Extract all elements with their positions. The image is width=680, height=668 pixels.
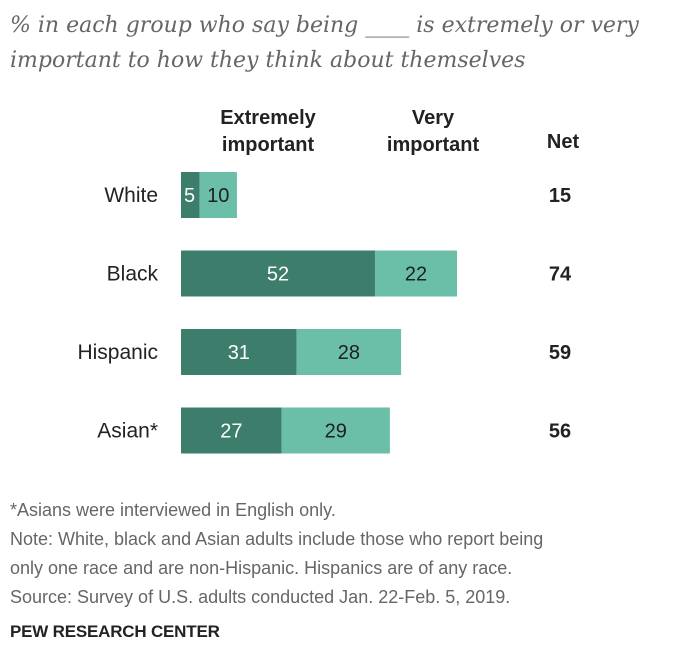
data-label: 27	[220, 421, 242, 443]
source-line: Source: Survey of U.S. adults conducted …	[10, 587, 511, 607]
chart-subtitle: % in each group who say being ____ is ex…	[10, 13, 639, 73]
category-label: Asian*	[97, 420, 158, 443]
note-line-1: Note: White, black and Asian adults incl…	[10, 529, 544, 549]
net-value: 15	[549, 185, 571, 207]
category-label: Black	[107, 263, 159, 286]
category-label: White	[104, 184, 158, 207]
bar-very-important	[281, 407, 390, 454]
bar-very-important	[296, 329, 402, 375]
legend-very-important: Very important	[387, 107, 480, 156]
data-label: 5	[184, 185, 195, 207]
data-label: 52	[267, 264, 289, 286]
data-label: 10	[207, 185, 229, 207]
brand-label: PEW RESEARCH CENTER	[10, 622, 220, 641]
bar-extremely-important	[181, 250, 375, 297]
bar-extremely-important	[181, 329, 297, 375]
bar-very-important	[374, 250, 458, 297]
data-label: 29	[325, 421, 347, 443]
footnote-asian: *Asians were interviewed in English only…	[10, 500, 336, 520]
data-label: 28	[338, 342, 360, 364]
legend-extremely-important: Extremely important	[220, 107, 316, 156]
data-label: 31	[228, 342, 250, 364]
bar-extremely-important	[181, 407, 282, 454]
category-label: Hispanic	[77, 341, 158, 364]
net-value: 56	[549, 421, 571, 443]
bar-very-important	[199, 172, 237, 218]
note-line-2: only one race and are non-Hispanic. Hisp…	[10, 558, 513, 578]
chart-notes: *Asians were interviewed in English only…	[10, 496, 670, 612]
stacked-bar-chart: Extremely important Very important Net White 5…	[77, 107, 580, 454]
net-value: 74	[549, 264, 572, 286]
legend-net: Net	[547, 131, 580, 153]
bar-extremely-important	[181, 172, 200, 218]
net-value: 59	[549, 342, 571, 364]
data-label: 22	[405, 264, 427, 286]
